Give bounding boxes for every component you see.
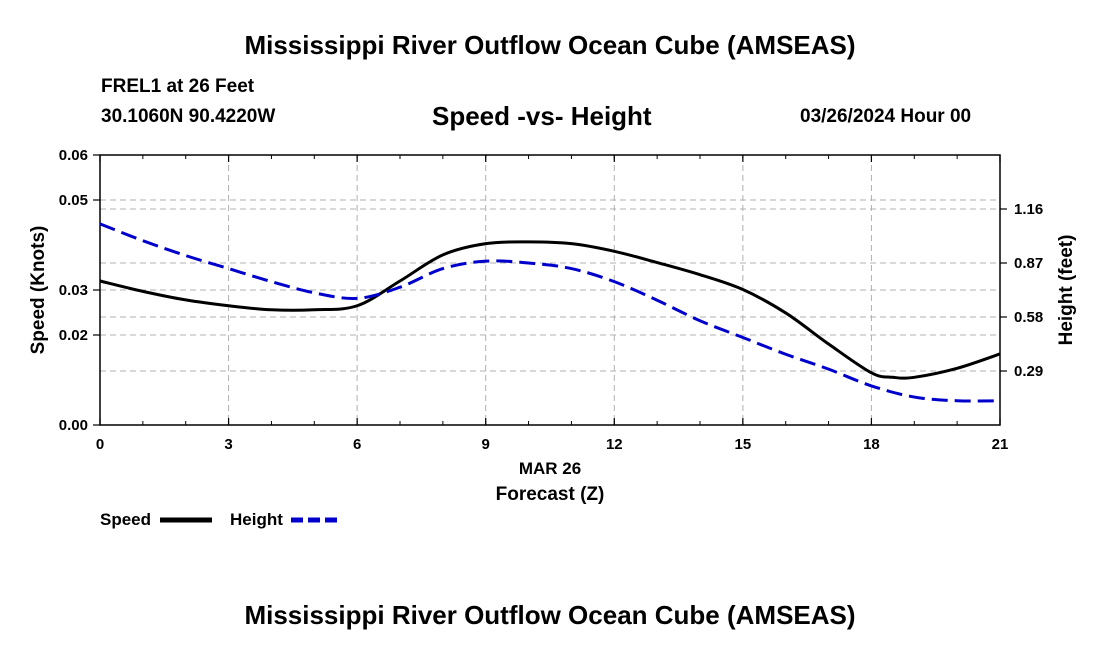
- chart-title: Mississippi River Outflow Ocean Cube (AM…: [244, 30, 856, 60]
- legend: Speed Height: [100, 510, 342, 529]
- series-line-speed: [99, 240, 1001, 380]
- y-left-tick-label: 0.06: [59, 147, 88, 164]
- y-left-tick-label: 0.03: [59, 282, 88, 299]
- footer-title: Mississippi River Outflow Ocean Cube (AM…: [244, 600, 856, 630]
- axes: 0 3 6 9 12 15 18 21 0.00 0.02 0.03 0.05 0.06 0.29 0.58…: [59, 147, 1043, 453]
- x-tick-label: 15: [735, 436, 752, 453]
- y-left-tick-label: 0.05: [59, 192, 88, 209]
- series-line-height: [99, 222, 1001, 403]
- forecast-datetime: 03/26/2024 Hour 00: [800, 106, 972, 127]
- x-tick-label: 3: [224, 436, 232, 453]
- y-axis-right-label: Height (feet): [1056, 235, 1077, 346]
- station-label: FREL1 at 26 Feet: [101, 76, 255, 97]
- chart-subtitle: Speed -vs- Height: [432, 101, 652, 131]
- x-tick-label: 12: [606, 436, 623, 453]
- y-right-tick-label: 1.16: [1014, 201, 1043, 218]
- x-tick-label: 9: [482, 436, 490, 453]
- gridlines: [100, 155, 1000, 425]
- legend-speed-label: Speed: [100, 510, 151, 529]
- y-left-tick-label: 0.02: [59, 327, 88, 344]
- x-axis-date-label: MAR 26: [519, 459, 581, 478]
- x-axis-label: Forecast (Z): [496, 484, 605, 505]
- x-tick-label: 6: [353, 436, 361, 453]
- y-left-tick-label: 0.00: [59, 417, 88, 434]
- y-axis-left-label: Speed (Knots): [28, 226, 49, 355]
- y-right-tick-label: 0.29: [1014, 363, 1043, 380]
- x-tick-label: 21: [992, 436, 1009, 453]
- y-right-tick-label: 0.58: [1014, 309, 1043, 326]
- x-tick-label: 0: [96, 436, 104, 453]
- x-tick-label: 18: [863, 436, 880, 453]
- y-right-tick-label: 0.87: [1014, 255, 1043, 272]
- legend-height-label: Height: [230, 510, 283, 529]
- series-layer: [99, 222, 1001, 403]
- station-coordinates: 30.1060N 90.4220W: [101, 106, 276, 127]
